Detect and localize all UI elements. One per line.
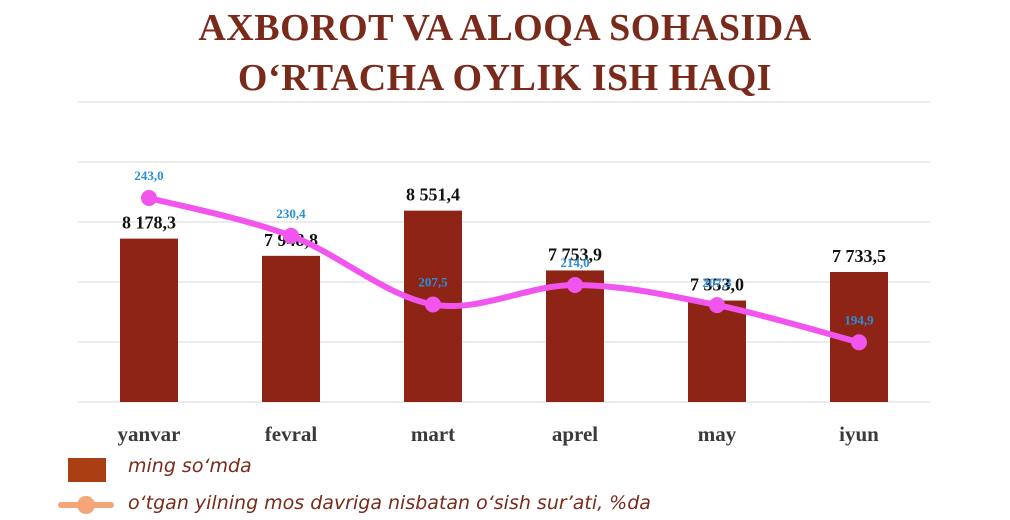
chart-title-line-1: AXBOROT VA ALOQA SOHASIDA (198, 7, 812, 49)
x-tick-label: aprel (552, 422, 598, 446)
line-data-label: 207,5 (418, 275, 448, 290)
line-point (567, 277, 583, 293)
bar (262, 255, 320, 402)
x-tick-label: mart (411, 422, 455, 446)
legend-swatch-bar (68, 458, 106, 482)
x-tick-label: fevral (265, 422, 318, 446)
bar-data-label: 8 178,3 (122, 213, 176, 233)
bar-data-label: 7 753,9 (548, 244, 602, 264)
line-point (425, 296, 441, 313)
chart-title-line-2: O‘RTACHA OYLIK ISH HAQI (237, 57, 773, 99)
bar-series (120, 210, 888, 402)
line-data-labels: 243,0 230,4 207,5 214,0 207,3 194,9 (134, 168, 874, 327)
legend-label-bar: ming so‘mda (128, 455, 252, 477)
line-point (283, 227, 299, 244)
line-point (851, 334, 867, 351)
legend-label-line: o‘tgan yilning mos davriga nisbatan o‘si… (128, 492, 651, 514)
gridlines (78, 101, 930, 403)
bar-data-label: 7 733,5 (832, 246, 886, 266)
line-data-label: 194,9 (844, 312, 874, 327)
x-tick-label: yanvar (118, 422, 181, 446)
bar-data-labels: 8 178,37 948,88 551,47 753,97 353,07 733… (122, 185, 886, 295)
x-tick-label: may (698, 422, 737, 446)
line-data-label: 214,0 (560, 255, 589, 270)
line-series (141, 190, 867, 351)
x-tick-label: iyun (839, 422, 879, 446)
line-data-label: 230,4 (276, 206, 306, 221)
line-point (141, 190, 157, 206)
legend-swatch-line-marker (77, 496, 95, 514)
bar-data-label: 8 551,4 (406, 185, 460, 205)
bar (120, 238, 178, 402)
series-line (146, 195, 862, 346)
line-data-label: 243,0 (134, 168, 163, 183)
line-data-label: 207,3 (702, 275, 732, 290)
bar (688, 300, 746, 402)
bar-data-label: 7 353,0 (690, 275, 744, 295)
x-axis-labels: yanvar fevral mart aprel may iyun (118, 422, 880, 446)
line-point (709, 297, 725, 314)
